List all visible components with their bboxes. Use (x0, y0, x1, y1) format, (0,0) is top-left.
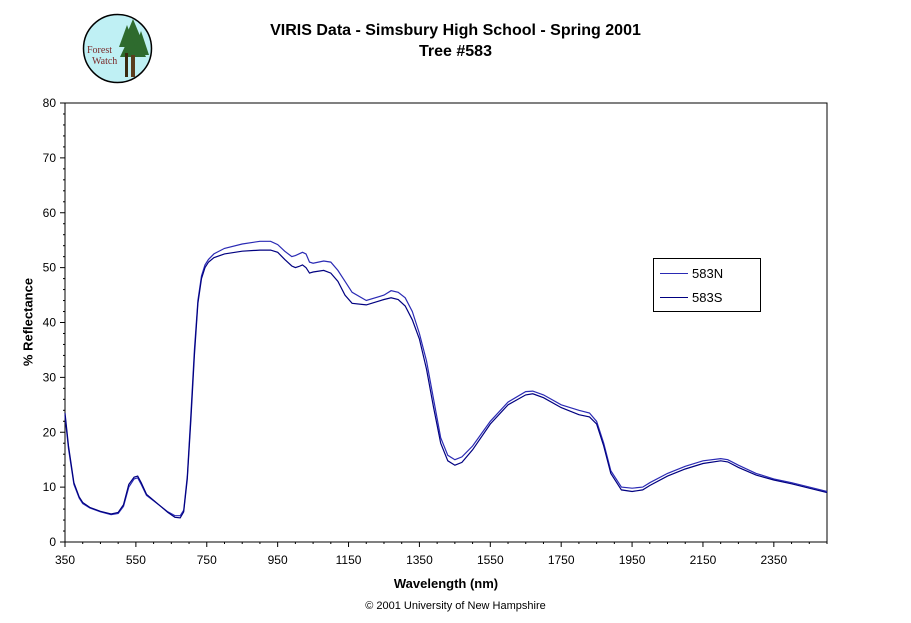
legend-swatch-583n (660, 272, 688, 274)
x-tick-label: 1750 (548, 553, 575, 567)
y-tick-label: 30 (43, 370, 57, 384)
y-tick-label: 10 (43, 480, 57, 494)
logo-text-watch: Watch (92, 56, 117, 67)
y-tick-label: 50 (43, 261, 57, 275)
y-tick-label: 60 (43, 206, 57, 220)
y-tick-label: 70 (43, 151, 57, 165)
legend-swatch-583s (660, 296, 688, 298)
legend-label-583n: 583N (692, 265, 724, 281)
x-tick-label: 550 (126, 553, 146, 567)
x-tick-label: 1950 (619, 553, 646, 567)
x-tick-label: 2150 (690, 553, 717, 567)
plot-area (64, 102, 828, 543)
x-tick-label: 350 (55, 553, 75, 567)
x-tick-label: 950 (268, 553, 288, 567)
copyright-text: © 2001 University of New Hampshire (365, 600, 546, 612)
legend-item-583n: 583N (660, 265, 723, 281)
legend-item-583s: 583S (660, 289, 722, 305)
series-line-583n (64, 240, 828, 517)
series-group (64, 240, 828, 519)
x-axis-label: Wavelength (nm) (393, 576, 499, 591)
y-tick-label: 80 (43, 96, 57, 110)
logo-text-forest: Forest (87, 45, 112, 56)
chart-subtitle: Tree #583 (419, 43, 492, 60)
x-tick-label: 1150 (336, 553, 362, 567)
legend-label-583s: 583S (692, 289, 723, 305)
y-axis-label: % Reflectance (20, 277, 36, 367)
axes: 0 10 20 30 40 50 60 70 80 350 550 750 950 1150 1350 155… (43, 96, 828, 567)
y-tick-label: 20 (43, 425, 57, 439)
legend: 583N 583S (653, 258, 761, 312)
y-tick-label: 40 (43, 316, 57, 330)
y-tick-label: 0 (49, 535, 56, 549)
forest-watch-logo: Forest Watch (81, 13, 154, 84)
series-line-583s (64, 249, 828, 519)
x-tick-label: 2350 (760, 553, 787, 567)
x-tick-label: 1350 (406, 553, 433, 567)
x-tick-label: 750 (197, 553, 217, 567)
chart-title: VIRIS Data - Simsbury High School - Spri… (270, 22, 641, 39)
x-tick-label: 1550 (477, 553, 504, 567)
